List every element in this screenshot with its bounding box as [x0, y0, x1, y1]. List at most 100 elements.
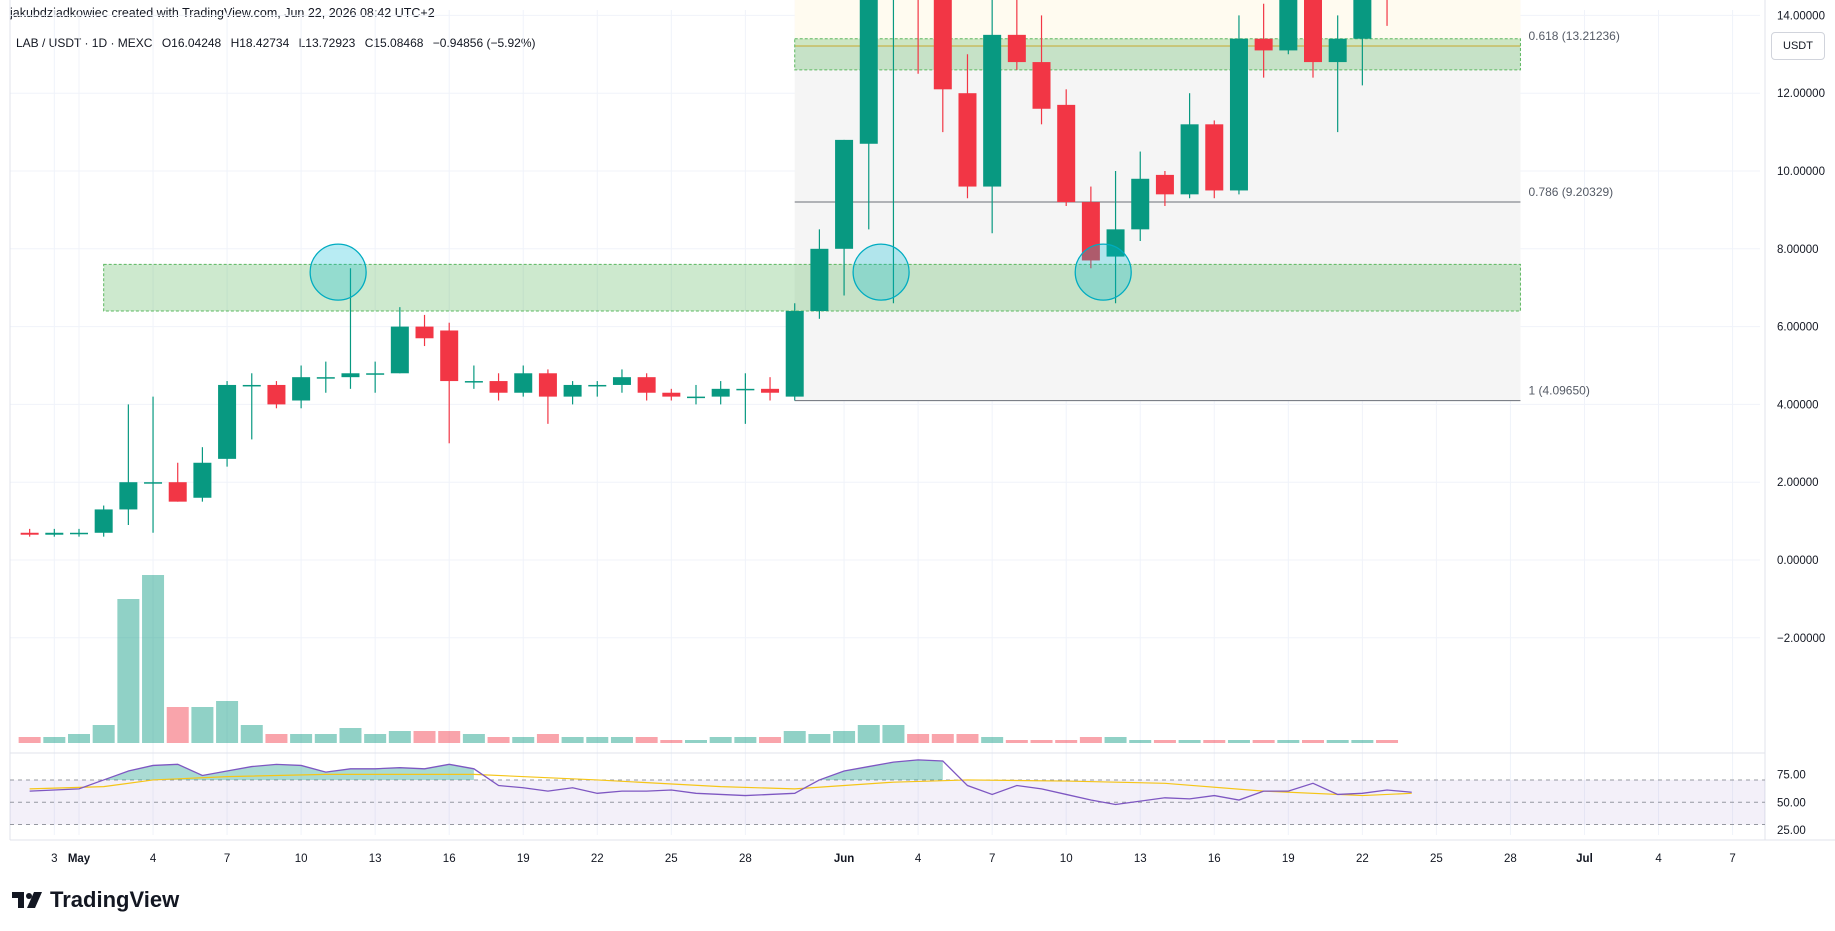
candle-bearish — [1205, 124, 1224, 191]
volume-bar — [734, 737, 757, 743]
volume-bar — [68, 734, 90, 743]
volume-bar — [882, 725, 905, 743]
volume-bar — [388, 731, 411, 743]
x-tick-label: 3 — [51, 853, 57, 865]
volume-bar — [685, 740, 707, 743]
candle-bullish — [736, 388, 755, 391]
y-tick-label: 4.00000 — [1777, 399, 1819, 411]
candle-bullish — [45, 532, 64, 535]
volume-bar — [1326, 740, 1349, 743]
rsi-tick-label: 50.00 — [1777, 797, 1806, 809]
legend-close: C15.08468 — [364, 36, 424, 50]
candle-bullish — [144, 482, 163, 484]
x-tick-label: 7 — [1729, 853, 1735, 865]
candle-bullish — [1279, 0, 1298, 51]
fib-level-label: 1 (4.09650) — [1528, 384, 1589, 398]
volume-bar — [635, 737, 658, 743]
candle-bearish — [20, 532, 39, 535]
candle-bullish — [242, 384, 261, 387]
candle-bearish — [761, 388, 780, 393]
candle-bullish — [218, 384, 237, 459]
price-chart[interactable]: 30.0000028.0000026.0000024.0000022.00000… — [0, 0, 1835, 890]
y-tick-label: 6.00000 — [1777, 322, 1819, 334]
x-tick-label: 4 — [1655, 853, 1662, 865]
y-tick-label: −2.00000 — [1777, 633, 1825, 645]
candle-bearish — [662, 392, 681, 397]
candle-bullish — [588, 384, 607, 387]
volume-bar — [1030, 740, 1053, 743]
x-tick-label: 25 — [1430, 853, 1443, 865]
volume-bar — [759, 737, 782, 743]
rsi-line — [29, 759, 1412, 806]
volume-bar — [586, 737, 609, 743]
y-tick-label: 12.00000 — [1777, 88, 1825, 100]
rsi-ma-line — [29, 773, 1412, 797]
volume-bar — [290, 734, 313, 743]
candle-bearish — [538, 373, 557, 397]
volume-bar — [1153, 740, 1176, 743]
currency-button[interactable]: USDT — [1771, 32, 1825, 60]
rsi-tick-label: 75.00 — [1777, 769, 1806, 781]
volume-bar — [1277, 740, 1300, 743]
volume-bar — [1178, 740, 1201, 743]
volume-bar — [1055, 740, 1078, 743]
x-tick-label: 4 — [150, 853, 157, 865]
volume-bar — [92, 725, 115, 743]
candle-bullish — [563, 384, 582, 397]
candle-bullish — [70, 532, 88, 535]
candle-bearish — [168, 482, 187, 502]
x-tick-label: 28 — [739, 853, 752, 865]
volume-bar — [265, 734, 288, 743]
x-tick-label: 4 — [915, 853, 922, 865]
volume-bar — [857, 725, 880, 743]
volume-bar — [1376, 740, 1399, 743]
volume-bar — [610, 737, 633, 743]
volume-bar — [1227, 740, 1250, 743]
tradingview-logo-icon — [12, 892, 42, 908]
candle-bullish — [390, 326, 409, 374]
candle-bearish — [489, 381, 508, 393]
x-tick-label: 28 — [1504, 853, 1517, 865]
y-tick-label: 0.00000 — [1777, 555, 1819, 567]
legend-open: O16.04248 — [161, 36, 222, 50]
chart-attribution: jakubdziadkowiec created with TradingVie… — [10, 6, 435, 20]
volume-bar — [1104, 737, 1127, 743]
brand-logo: TradingView — [12, 887, 179, 913]
candle-bullish — [464, 381, 483, 383]
volume-bar — [1351, 740, 1374, 743]
candle-bullish — [292, 377, 311, 401]
x-tick-label: 19 — [1282, 853, 1295, 865]
candle-bearish — [1032, 62, 1051, 109]
x-tick-label: 7 — [989, 853, 995, 865]
candle-bullish — [316, 377, 335, 379]
y-tick-label: 10.00000 — [1777, 166, 1825, 178]
volume-bar — [462, 734, 485, 743]
candle-bullish — [119, 482, 138, 510]
candle-bearish — [267, 384, 286, 405]
y-tick-label: 2.00000 — [1777, 477, 1819, 489]
volume-bar — [561, 737, 584, 743]
volume-bar — [981, 737, 1004, 743]
legend-high: H18.42734 — [230, 36, 290, 50]
volume-bar — [512, 737, 535, 743]
volume-bar — [1252, 740, 1275, 743]
volume-bar — [907, 734, 930, 743]
volume-bar — [783, 731, 806, 743]
symbol-label: LAB / USDT · 1D · MEXC — [16, 36, 153, 50]
volume-bar — [43, 737, 66, 743]
volume-bar — [18, 737, 41, 743]
candle-bearish — [1057, 104, 1076, 203]
rsi-overbought-fill — [103, 764, 474, 780]
x-tick-label: 22 — [1356, 853, 1369, 865]
symbol-legend: LAB / USDT · 1D · MEXC O16.04248 H18.427… — [16, 36, 536, 50]
candle-bullish — [1180, 124, 1199, 195]
candle-bearish — [1254, 38, 1273, 51]
brand-name: TradingView — [50, 887, 180, 912]
rsi-tick-label: 25.00 — [1777, 825, 1806, 837]
volume-bar — [314, 734, 337, 743]
candle-bearish — [1155, 174, 1174, 195]
volume-bar — [438, 731, 461, 743]
candle-bearish — [415, 326, 434, 339]
candle-bullish — [341, 373, 360, 378]
candle-bearish — [1304, 0, 1322, 63]
